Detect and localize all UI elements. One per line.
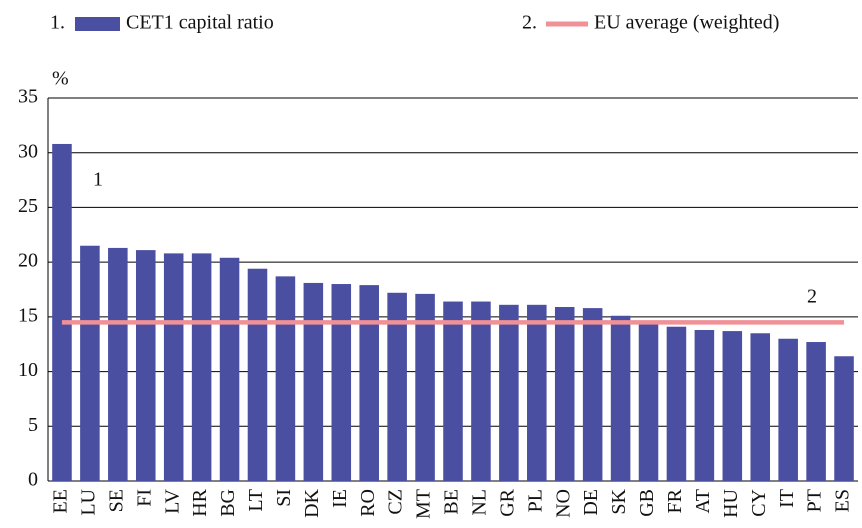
bar — [694, 329, 715, 481]
x-tick-label: CZ — [385, 489, 407, 515]
x-tick-label: SE — [105, 489, 127, 512]
x-tick-label: ES — [832, 489, 854, 512]
y-tick-label: 5 — [28, 414, 38, 436]
bar — [443, 301, 463, 481]
legend-label: EU average (weighted) — [594, 12, 779, 34]
bar — [135, 250, 156, 481]
y-tick-label: 10 — [18, 359, 38, 381]
x-tick-label: LU — [77, 488, 99, 515]
x-tick-label: SK — [608, 488, 630, 514]
bar — [554, 307, 575, 481]
x-tick-label: NO — [552, 489, 574, 518]
bar — [163, 253, 184, 481]
bar — [834, 356, 854, 481]
bar — [275, 276, 296, 481]
bar — [108, 247, 128, 481]
x-tick-label: DK — [301, 488, 323, 517]
bar — [722, 331, 743, 481]
x-tick-label: PL — [524, 489, 546, 512]
bar — [582, 308, 603, 481]
x-tick-label: DE — [580, 489, 602, 516]
bar — [191, 253, 212, 481]
bar — [471, 301, 491, 481]
x-tick-label: FR — [664, 488, 686, 513]
x-tick-label: BE — [441, 489, 463, 515]
x-tick-label: NL — [469, 489, 491, 516]
bar — [499, 304, 519, 481]
y-tick-label: 0 — [28, 469, 38, 491]
bar — [331, 284, 352, 481]
x-tick-label: PT — [804, 489, 826, 512]
y-tick-label: 15 — [18, 304, 38, 326]
annotation: 2 — [807, 286, 817, 308]
x-tick-label: GR — [496, 488, 518, 516]
y-unit: % — [52, 68, 69, 90]
bar — [778, 338, 798, 481]
x-tick-label: SI — [273, 489, 295, 507]
bar — [303, 282, 324, 481]
x-tick-label: AT — [692, 489, 714, 513]
y-tick-label: 30 — [18, 140, 38, 162]
bar — [219, 257, 240, 481]
x-tick-label: HR — [189, 488, 211, 516]
x-tick-label: EE — [50, 489, 72, 513]
bar — [527, 304, 547, 481]
x-tick-label: IE — [329, 489, 351, 508]
x-tick-label: IT — [776, 489, 798, 508]
x-tick-label: BG — [217, 489, 239, 517]
legend-number: 2. — [522, 12, 537, 34]
legend-swatch — [75, 17, 120, 31]
x-tick-label: LT — [245, 489, 267, 512]
x-tick-label: LV — [161, 488, 183, 513]
bar — [666, 326, 687, 481]
legend-number: 1. — [50, 12, 65, 34]
x-tick-label: CY — [748, 489, 770, 517]
bar — [415, 293, 435, 481]
legend-label: CET1 capital ratio — [126, 12, 274, 34]
annotation: 1 — [93, 169, 103, 191]
x-tick-label: RO — [357, 489, 379, 517]
bar — [387, 292, 407, 481]
bar — [610, 315, 631, 481]
bar — [52, 143, 72, 481]
y-tick-label: 35 — [18, 86, 38, 108]
bar — [247, 268, 268, 481]
bar — [359, 285, 379, 481]
x-tick-label: FI — [133, 489, 155, 507]
y-tick-label: 25 — [18, 195, 38, 217]
y-tick-label: 20 — [18, 250, 38, 272]
bar — [806, 342, 826, 481]
bar — [638, 321, 659, 481]
bar — [80, 245, 100, 481]
x-tick-label: GB — [636, 489, 658, 517]
x-tick-label: HU — [720, 488, 742, 517]
x-tick-label: MT — [413, 489, 435, 519]
bar — [750, 333, 771, 481]
